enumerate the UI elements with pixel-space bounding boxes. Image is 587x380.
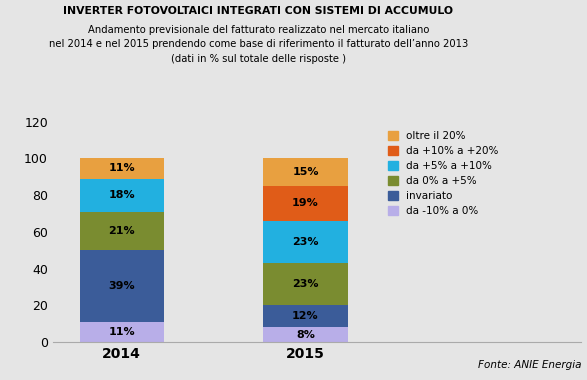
Bar [80, 322, 164, 342]
Bar [80, 179, 164, 212]
Text: 21%: 21% [109, 226, 135, 236]
Text: 15%: 15% [292, 167, 319, 177]
Text: Andamento previsionale del fatturato realizzato nel mercato italiano
nel 2014 e : Andamento previsionale del fatturato rea… [49, 25, 468, 63]
Text: 39%: 39% [109, 281, 135, 291]
Text: Fonte: ANIE Energia: Fonte: ANIE Energia [478, 359, 581, 370]
Text: 12%: 12% [292, 311, 319, 321]
Bar [80, 158, 164, 179]
Text: 23%: 23% [292, 279, 319, 289]
Text: 18%: 18% [109, 190, 135, 200]
Text: 19%: 19% [292, 198, 319, 208]
Text: INVERTER FOTOVOLTAICI INTEGRATI CON SISTEMI DI ACCUMULO: INVERTER FOTOVOLTAICI INTEGRATI CON SIST… [63, 6, 453, 16]
Legend: oltre il 20%, da +10% a +20%, da +5% a +10%, da 0% a +5%, invariato, da -10% a 0: oltre il 20%, da +10% a +20%, da +5% a +… [386, 129, 501, 218]
Bar [80, 212, 164, 250]
Bar [264, 327, 348, 342]
Bar [264, 263, 348, 305]
Bar [264, 158, 348, 186]
Bar [264, 186, 348, 221]
Bar [264, 221, 348, 263]
Bar [80, 250, 164, 322]
Text: 8%: 8% [296, 330, 315, 340]
Text: 11%: 11% [109, 327, 135, 337]
Text: 11%: 11% [109, 163, 135, 173]
Text: 23%: 23% [292, 237, 319, 247]
Bar [264, 305, 348, 327]
